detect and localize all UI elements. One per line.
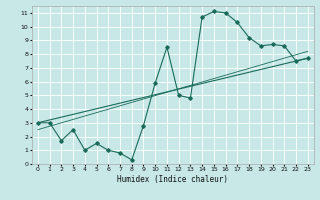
- X-axis label: Humidex (Indice chaleur): Humidex (Indice chaleur): [117, 175, 228, 184]
